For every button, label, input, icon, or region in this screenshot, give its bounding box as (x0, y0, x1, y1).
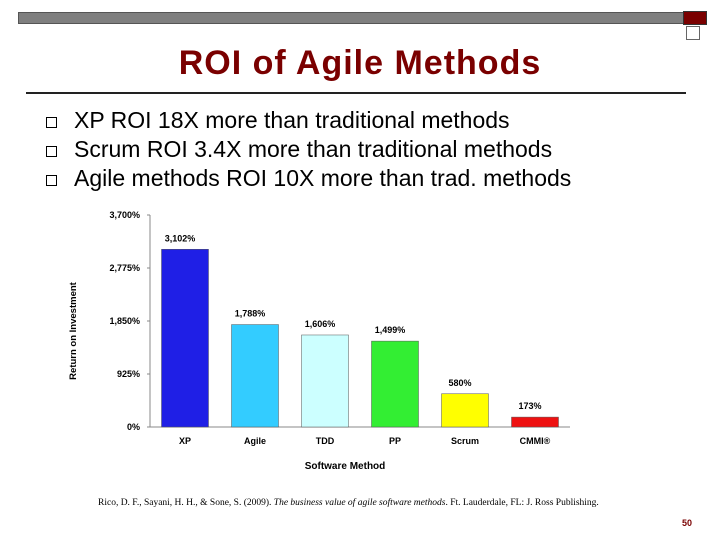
y-axis-title: Return on Investment (68, 281, 79, 379)
y-tick-label: 925% (117, 369, 140, 379)
bullet-item: Scrum ROI 3.4X more than traditional met… (44, 135, 571, 164)
bullet-item: XP ROI 18X more than traditional methods (44, 106, 571, 135)
y-tick-label: 3,700% (109, 210, 140, 220)
citation-publisher: . Ft. Lauderdale, FL: J. Ross Publishing… (445, 498, 599, 508)
citation: Rico, D. F., Sayani, H. H., & Sone, S. (… (98, 498, 599, 508)
x-axis-title: Software Method (305, 461, 386, 472)
bullet-item: Agile methods ROI 10X more than trad. me… (44, 164, 571, 193)
bar-scrum (441, 393, 489, 428)
top-decor-bar (18, 12, 684, 24)
bar-xp (161, 249, 209, 428)
data-label: 580% (448, 378, 471, 388)
top-accent-square (683, 11, 707, 25)
page-number: 50 (682, 518, 693, 528)
square-bullet-icon (46, 175, 57, 186)
bullet-text: Agile methods ROI 10X more than trad. me… (74, 165, 572, 191)
bullet-text: XP ROI 18X more than traditional methods (74, 107, 510, 133)
y-tick-label: 0% (127, 422, 140, 432)
data-label: 3,102% (165, 233, 196, 243)
slide-title: ROI of Agile Methods (178, 44, 542, 82)
x-tick-label: XP (179, 436, 191, 446)
x-tick-label: TDD (316, 436, 335, 446)
x-tick-label: CMMI® (520, 436, 551, 446)
bullet-list: XP ROI 18X more than traditional methods… (44, 106, 571, 193)
data-label: 1,606% (305, 319, 336, 329)
x-tick-label: Scrum (451, 436, 479, 446)
bar-agile (231, 324, 279, 428)
x-tick-label: PP (389, 436, 401, 446)
bar-cmmi (511, 416, 559, 428)
data-label: 1,788% (235, 309, 266, 319)
y-tick-label: 1,850% (109, 316, 140, 326)
data-label: 1,499% (375, 325, 406, 335)
title-divider (26, 92, 686, 94)
roi-bar-chart: 0% 925% 1,850% 2,775% 3,700% 3,102% XP 1,788% Ag… (68, 210, 570, 472)
y-tick-label: 2,775% (109, 263, 140, 273)
citation-title: The business value of agile software met… (273, 498, 446, 508)
corner-box (686, 26, 700, 40)
square-bullet-icon (46, 117, 57, 128)
data-label: 173% (518, 401, 541, 411)
square-bullet-icon (46, 146, 57, 157)
bullet-text: Scrum ROI 3.4X more than traditional met… (74, 136, 553, 162)
bar-pp (371, 340, 419, 428)
citation-authors: Rico, D. F., Sayani, H. H., & Sone, S. (… (98, 498, 274, 508)
x-tick-label: Agile (244, 436, 266, 446)
bar-tdd (301, 334, 349, 428)
